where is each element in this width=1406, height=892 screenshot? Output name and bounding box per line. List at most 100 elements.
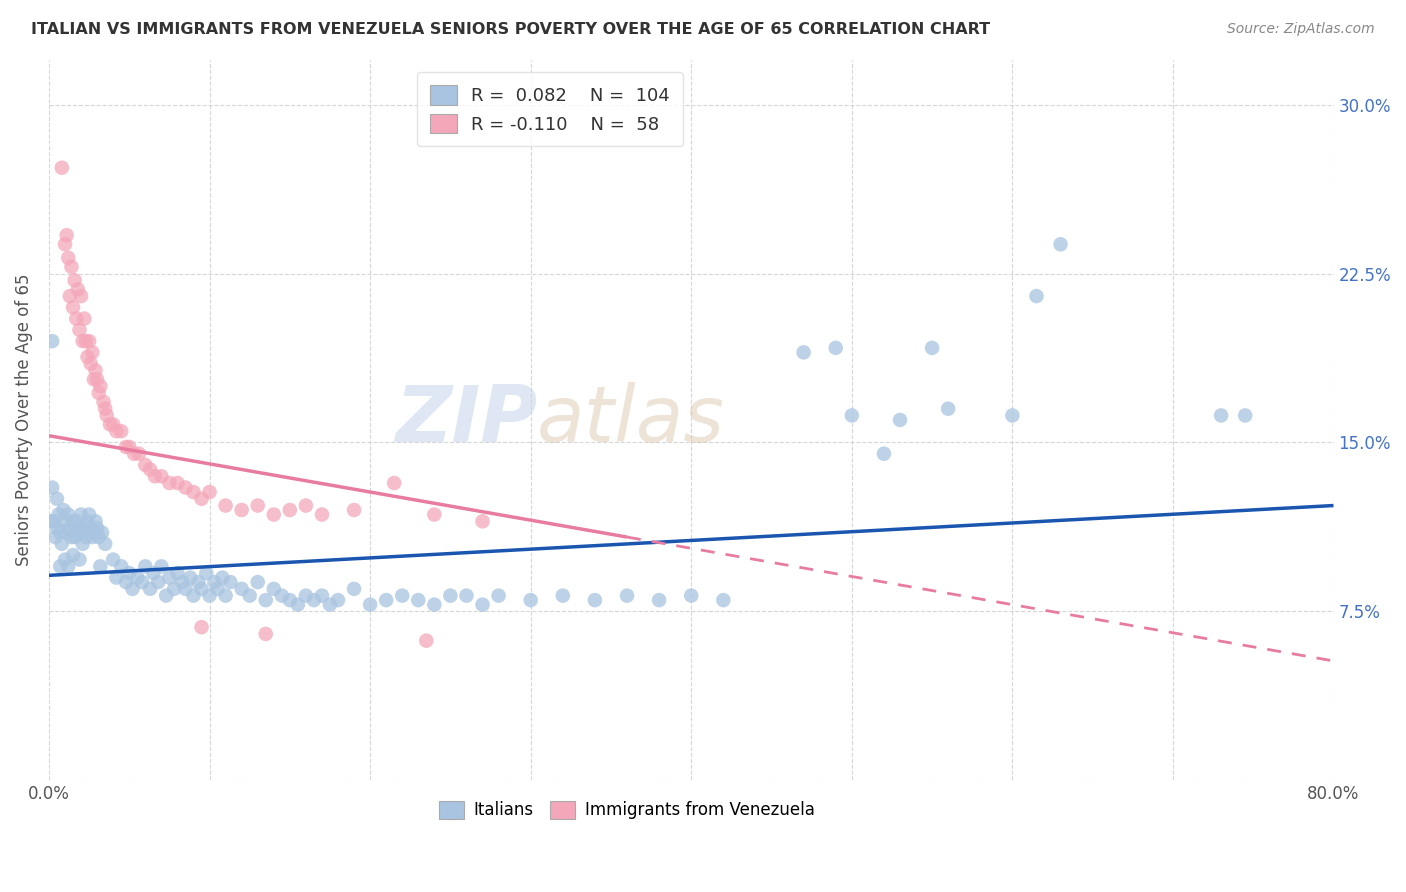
Point [59,521,82,535]
Point [83,525,105,540]
Point [263,582,285,596]
Point [423,598,446,612]
Point [211,571,233,585]
Point [295,499,318,513]
Point [73,311,96,326]
Point [46,521,69,535]
Point [841,409,863,423]
Point [198,485,221,500]
Point [254,593,277,607]
Point [219,575,242,590]
Point [69,323,91,337]
Point [406,593,429,607]
Point [343,503,366,517]
Point [157,475,180,490]
Point [263,508,285,522]
Point [110,424,132,438]
Point [391,589,413,603]
Point [648,593,671,607]
Point [63,273,86,287]
Point [382,475,405,490]
Point [82,530,104,544]
Point [80,521,103,535]
Point [1025,289,1047,303]
Point [53,237,76,252]
Point [98,417,121,432]
Point [52,503,75,517]
Point [207,582,229,596]
Point [75,334,97,348]
Point [873,447,896,461]
Point [41,334,63,348]
Point [254,627,277,641]
Point [359,598,381,612]
Point [139,582,162,596]
Point [423,508,446,522]
Point [62,301,84,315]
Point [278,503,301,517]
Point [39,514,62,528]
Point [343,582,366,596]
Point [131,575,153,590]
Point [142,566,165,580]
Point [214,589,236,603]
Point [231,582,253,596]
Point [415,633,437,648]
Point [128,447,150,461]
Point [49,525,72,540]
Point [121,582,143,596]
Point [42,514,65,528]
Point [150,559,173,574]
Point [198,589,221,603]
Point [51,161,73,175]
Point [62,514,84,528]
Point [1211,409,1233,423]
Point [375,593,398,607]
Point [87,530,110,544]
Point [202,575,225,590]
Point [146,575,169,590]
Point [183,589,205,603]
Point [46,491,69,506]
Point [80,357,103,371]
Point [53,514,76,528]
Point [77,508,100,522]
Point [62,548,84,562]
Point [157,571,180,585]
Point [270,589,292,603]
Point [60,530,83,544]
Text: Source: ZipAtlas.com: Source: ZipAtlas.com [1227,22,1375,37]
Point [110,559,132,574]
Point [44,530,66,544]
Text: ITALIAN VS IMMIGRANTS FROM VENEZUELA SENIORS POVERTY OVER THE AGE OF 65 CORRELAT: ITALIAN VS IMMIGRANTS FROM VENEZUELA SEN… [31,22,990,37]
Point [190,620,212,634]
Point [1234,409,1257,423]
Point [118,440,141,454]
Point [75,530,97,544]
Point [551,589,574,603]
Point [55,228,77,243]
Point [122,447,145,461]
Point [103,417,125,432]
Point [936,401,959,416]
Point [134,458,156,472]
Point [86,521,108,535]
Point [711,593,734,607]
Point [239,589,262,603]
Point [134,559,156,574]
Point [519,593,541,607]
Point [471,598,494,612]
Point [58,508,80,522]
Point [150,469,173,483]
Point [73,521,96,535]
Point [139,462,162,476]
Point [58,251,80,265]
Point [83,372,105,386]
Point [51,537,73,551]
Y-axis label: Seniors Poverty Over the Age of 65: Seniors Poverty Over the Age of 65 [15,274,32,566]
Point [118,566,141,580]
Point [195,566,218,580]
Point [172,575,194,590]
Point [105,571,128,585]
Point [1001,409,1024,423]
